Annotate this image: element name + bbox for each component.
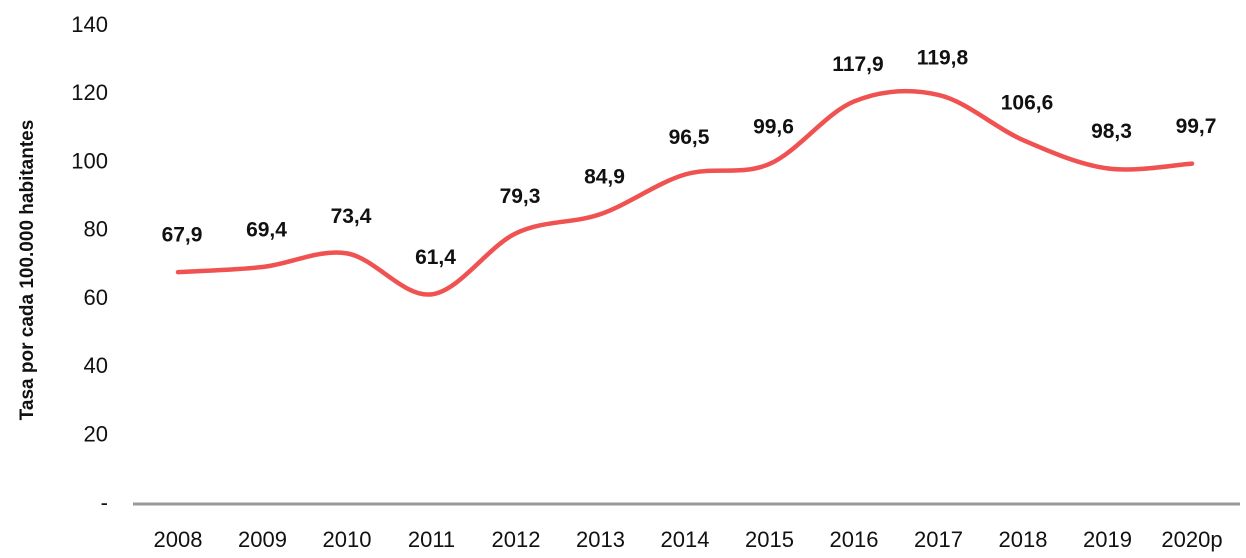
x-tick-label: 2012	[492, 527, 541, 552]
data-label: 119,8	[917, 47, 969, 70]
x-tick-label: 2009	[238, 527, 287, 552]
data-label: 117,9	[832, 53, 883, 76]
y-tick-label: 120	[71, 80, 108, 105]
y-tick-label: -	[101, 490, 108, 515]
x-tick-label: 2016	[830, 527, 879, 552]
y-tick-label: 80	[84, 217, 108, 242]
x-tick-label: 2019	[1083, 527, 1132, 552]
chart: Tasa por cada 100.000 habitantes - 20 40 60…	[0, 0, 1246, 558]
y-tick-label: 40	[84, 353, 108, 378]
data-label: 67,9	[162, 224, 203, 247]
data-label: 106,6	[1001, 92, 1054, 115]
data-line	[178, 91, 1192, 294]
data-label: 73,4	[331, 205, 372, 228]
data-label: 99,6	[753, 115, 794, 138]
data-label: 99,7	[1176, 115, 1217, 138]
x-tick-label: 2014	[661, 527, 710, 552]
data-label: 96,5	[669, 126, 710, 149]
data-label: 79,3	[500, 185, 541, 208]
x-tick-label: 2008	[154, 527, 203, 552]
data-label: 61,4	[415, 246, 456, 269]
y-axis-label: Tasa por cada 100.000 habitantes	[17, 120, 38, 421]
x-tick-label: 2013	[576, 527, 625, 552]
x-tick-label: 2018	[999, 527, 1048, 552]
y-tick-label: 100	[71, 148, 108, 173]
x-tick-label: 2010	[323, 527, 372, 552]
x-tick-label: 2011	[408, 527, 455, 552]
data-label: 84,9	[584, 166, 625, 189]
page: Tasa por cada 100.000 habitantes - 20 40 60…	[0, 0, 1246, 558]
x-tick-label: 2020p	[1161, 527, 1222, 552]
x-tick-label: 2015	[745, 527, 794, 552]
y-tick-label: 60	[84, 285, 108, 310]
data-label: 98,3	[1091, 120, 1132, 143]
data-label: 69,4	[246, 219, 287, 242]
y-tick-label: 20	[84, 422, 108, 447]
x-tick-label: 2017	[914, 527, 963, 552]
y-tick-label: 140	[71, 12, 108, 37]
